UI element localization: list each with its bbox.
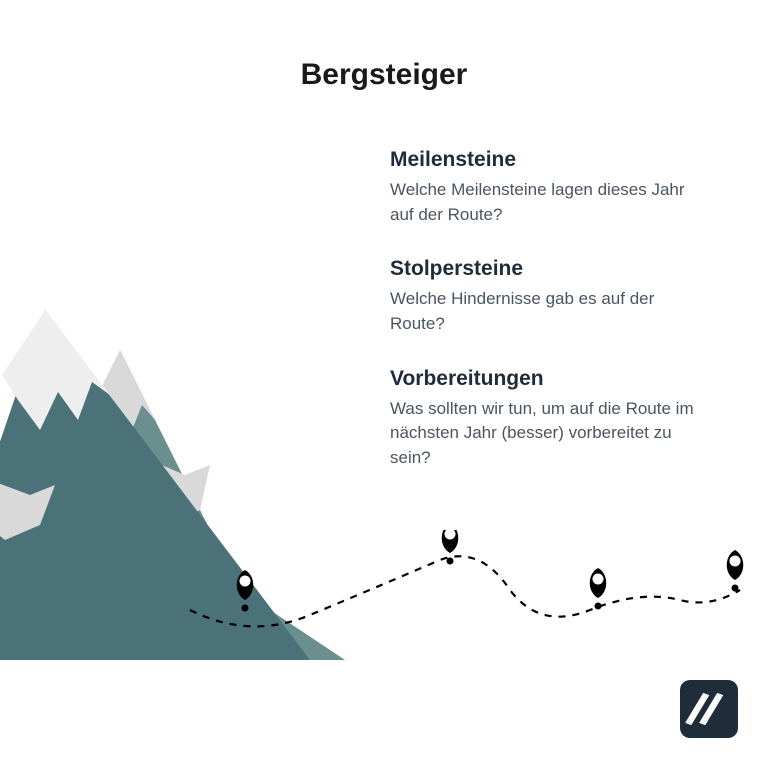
map-pin-icon — [727, 550, 744, 592]
section-body: Welche Hindernisse gab es auf der Route? — [390, 287, 700, 336]
section-heading: Stolpersteine — [390, 257, 700, 281]
route-illustration — [180, 530, 760, 670]
section-body: Was sollten wir tun, um auf die Route im… — [390, 397, 700, 471]
section-body: Welche Meilensteine lagen dieses Jahr au… — [390, 178, 700, 227]
section-vorbereitungen: Vorbereitungen Was sollten wir tun, um a… — [390, 367, 700, 471]
brand-logo — [680, 680, 738, 738]
section-stolpersteine: Stolpersteine Welche Hindernisse gab es … — [390, 257, 700, 336]
route-path — [190, 556, 740, 626]
route-pins — [237, 530, 744, 612]
section-meilensteine: Meilensteine Welche Meilensteine lagen d… — [390, 148, 700, 227]
sections-container: Meilensteine Welche Meilensteine lagen d… — [390, 148, 700, 500]
page-title: Bergsteiger — [0, 0, 768, 92]
map-pin-icon — [590, 568, 607, 610]
map-pin-icon — [237, 570, 254, 612]
section-heading: Vorbereitungen — [390, 367, 700, 391]
section-heading: Meilensteine — [390, 148, 700, 172]
